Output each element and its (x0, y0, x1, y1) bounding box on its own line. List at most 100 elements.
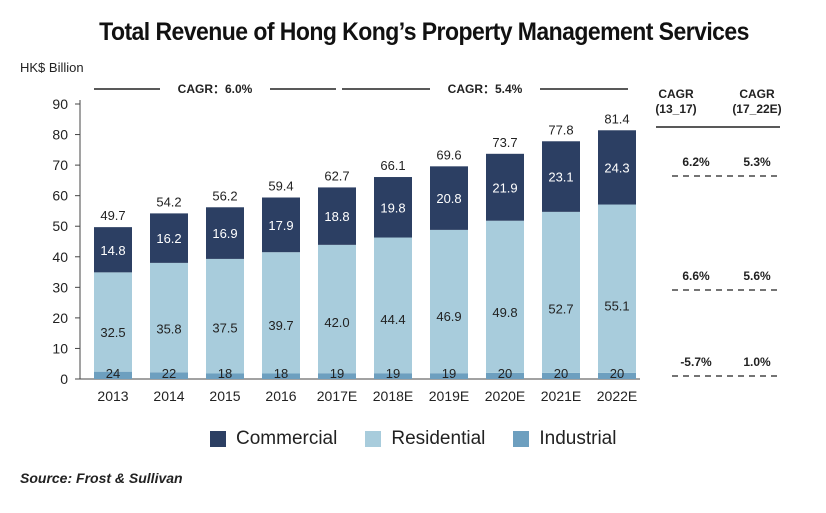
data-label-residential: 46.9 (436, 309, 461, 324)
legend-item-residential: Residential (365, 428, 485, 450)
bar-segment-industrial (262, 373, 300, 379)
cagr-value-industrial: 1.0% (743, 355, 771, 369)
cagr-value-residential: 5.6% (743, 269, 771, 283)
bar-segment-commercial (262, 197, 300, 253)
bar-segment-residential (150, 262, 188, 373)
bar-segment-industrial (542, 372, 580, 379)
cagr-table-header-period: (13_17) (655, 102, 696, 116)
bar-segment-commercial (430, 166, 468, 230)
data-label-total: 69.6 (436, 147, 461, 162)
bar-segment-residential (374, 237, 412, 374)
x-tick-label: 2022E (597, 388, 637, 404)
x-tick-label: 2014 (153, 388, 184, 404)
data-label-commercial: 18.8 (324, 209, 349, 224)
data-label-total: 62.7 (324, 168, 349, 183)
x-tick-label: 2020E (485, 388, 525, 404)
legend-swatch-residential (365, 431, 382, 447)
x-tick-label: 2021E (541, 388, 581, 404)
cagr-table-header: CAGR (739, 87, 775, 101)
y-tick-label: 20 (52, 310, 68, 326)
bar-segment-industrial (430, 373, 468, 379)
legend-item-industrial: Industrial (513, 428, 616, 450)
data-label-industrial: 19 (442, 366, 456, 381)
bar-segment-commercial (94, 227, 132, 273)
legend-label-residential: Residential (391, 428, 486, 449)
bar-segment-industrial (486, 372, 524, 379)
y-tick-label: 40 (52, 249, 68, 265)
data-label-commercial: 19.8 (380, 200, 405, 215)
cagr-top-label: CAGR：5.4% (448, 82, 523, 96)
data-label-commercial: 17.9 (268, 218, 293, 233)
bar-segment-residential (486, 220, 524, 373)
bar-segment-residential (94, 272, 132, 372)
y-tick-label: 70 (52, 157, 68, 173)
y-axis-unit-label: HK$ Billion (20, 60, 84, 75)
y-tick-label: 10 (52, 340, 68, 356)
x-tick-label: 2018E (373, 388, 413, 404)
data-label-commercial: 16.2 (156, 231, 181, 246)
data-label-total: 81.4 (604, 111, 629, 126)
bar-segment-commercial (486, 153, 524, 221)
data-label-industrial: 19 (386, 366, 400, 381)
bar-segment-commercial (206, 207, 244, 259)
data-label-residential: 35.8 (156, 322, 181, 337)
data-label-industrial: 20 (554, 366, 568, 381)
cagr-table-header-period: (17_22E) (732, 102, 781, 116)
chart-title: Total Revenue of Hong Kong’s Property Ma… (99, 18, 749, 46)
data-label-residential: 42.0 (324, 315, 349, 330)
y-tick-label: 60 (52, 188, 68, 204)
data-label-industrial: 22 (162, 366, 176, 381)
data-label-commercial: 14.8 (100, 243, 125, 258)
data-label-industrial: 20 (498, 366, 512, 381)
bar-segment-residential (262, 252, 300, 374)
legend-label-commercial: Commercial (236, 428, 338, 449)
data-label-industrial: 18 (218, 366, 232, 381)
bar-segment-residential (430, 229, 468, 374)
bar-segment-residential (598, 204, 636, 373)
bar-segment-industrial (206, 373, 244, 379)
bar-segment-industrial (94, 371, 132, 379)
x-tick-label: 2017E (317, 388, 357, 404)
legend-item-commercial: Commercial (210, 428, 337, 450)
legend-swatch-industrial (513, 431, 530, 447)
data-label-residential: 49.8 (492, 305, 517, 320)
y-tick-label: 0 (60, 371, 68, 387)
data-label-total: 73.7 (492, 135, 517, 150)
data-label-industrial: 20 (610, 366, 624, 381)
cagr-value-commercial: 5.3% (743, 155, 771, 169)
data-label-total: 66.1 (380, 158, 405, 173)
cagr-value-industrial: -5.7% (680, 355, 712, 369)
source-note: Source: Frost & Sullivan (20, 470, 183, 486)
bar-segment-commercial (318, 187, 356, 245)
bar-segment-industrial (318, 373, 356, 379)
y-tick-label: 30 (52, 279, 68, 295)
bar-segment-residential (542, 211, 580, 373)
cagr-table-header: CAGR (658, 87, 694, 101)
bar-segment-commercial (374, 177, 412, 238)
data-label-industrial: 18 (274, 366, 288, 381)
data-label-residential: 37.5 (212, 321, 237, 336)
data-label-commercial: 20.8 (436, 191, 461, 206)
data-label-total: 49.7 (100, 208, 125, 223)
stacked-bar-chart: 0 10 20 30 40 50 60 70 80 90 2013 2014 2015 2016 2017E… (52, 82, 781, 404)
data-label-total: 59.4 (268, 179, 293, 194)
y-tick-label: 90 (52, 96, 68, 112)
cagr-value-commercial: 6.2% (682, 155, 710, 169)
cagr-value-residential: 6.6% (682, 269, 710, 283)
bar-segment-residential (318, 244, 356, 374)
bar-segment-commercial (150, 213, 188, 263)
bar-segment-residential (206, 258, 244, 374)
legend: Commercial Residential Industrial (210, 428, 616, 450)
data-label-total: 77.8 (548, 122, 573, 137)
data-label-residential: 32.5 (100, 325, 125, 340)
data-label-total: 56.2 (212, 188, 237, 203)
data-label-commercial: 16.9 (212, 226, 237, 241)
data-label-commercial: 23.1 (548, 170, 573, 185)
data-label-residential: 39.7 (268, 318, 293, 333)
legend-label-industrial: Industrial (539, 428, 617, 449)
x-tick-label: 2016 (265, 388, 296, 404)
data-label-residential: 55.1 (604, 299, 629, 314)
data-label-commercial: 21.9 (492, 180, 517, 195)
data-label-commercial: 24.3 (604, 160, 629, 175)
cagr-top-label: CAGR：6.0% (178, 82, 253, 96)
